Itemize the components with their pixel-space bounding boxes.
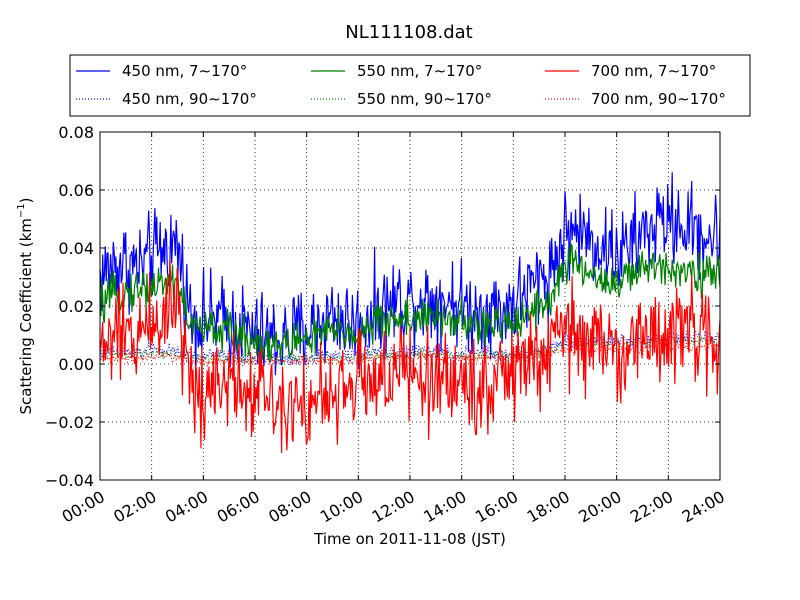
legend-label: 700 nm, 7∼170° [591, 62, 716, 80]
y-axis-label: Scattering Coefficient (km−1) [16, 197, 35, 414]
y-tick-label: 0.08 [58, 123, 94, 142]
legend-label: 450 nm, 7∼170° [122, 62, 247, 80]
legend-label: 450 nm, 90∼170° [122, 90, 257, 108]
y-tick-label: −0.02 [45, 413, 94, 432]
y-axis-label-unit-exponent: −1 [16, 203, 27, 218]
legend-label: 550 nm, 7∼170° [357, 62, 482, 80]
y-axis-label-main: Scattering Coefficient (km [17, 218, 35, 414]
y-tick-label: 0.04 [58, 239, 94, 258]
series-line [99, 339, 721, 369]
x-axis-label: Time on 2011-11-08 (JST) [313, 530, 506, 548]
legend-label: 550 nm, 90∼170° [357, 90, 492, 108]
y-axis-label-close: ) [17, 197, 35, 203]
legend: 450 nm, 7∼170° 450 nm, 90∼170° 550 nm, 7∼1… [69, 54, 751, 117]
series-line [99, 242, 721, 362]
legend-frame [69, 54, 751, 117]
y-tick-label: −0.04 [45, 471, 94, 490]
series-line [99, 334, 721, 366]
chart-title: NL111108.dat [345, 22, 472, 43]
y-tick-label: 0.00 [58, 355, 94, 374]
series-line [99, 258, 721, 454]
series-line [99, 172, 721, 376]
series-layer [99, 172, 721, 454]
y-tick-label: 0.06 [58, 181, 94, 200]
legend-label: 700 nm, 90∼170° [591, 90, 726, 108]
y-tick-label: 0.02 [58, 297, 94, 316]
